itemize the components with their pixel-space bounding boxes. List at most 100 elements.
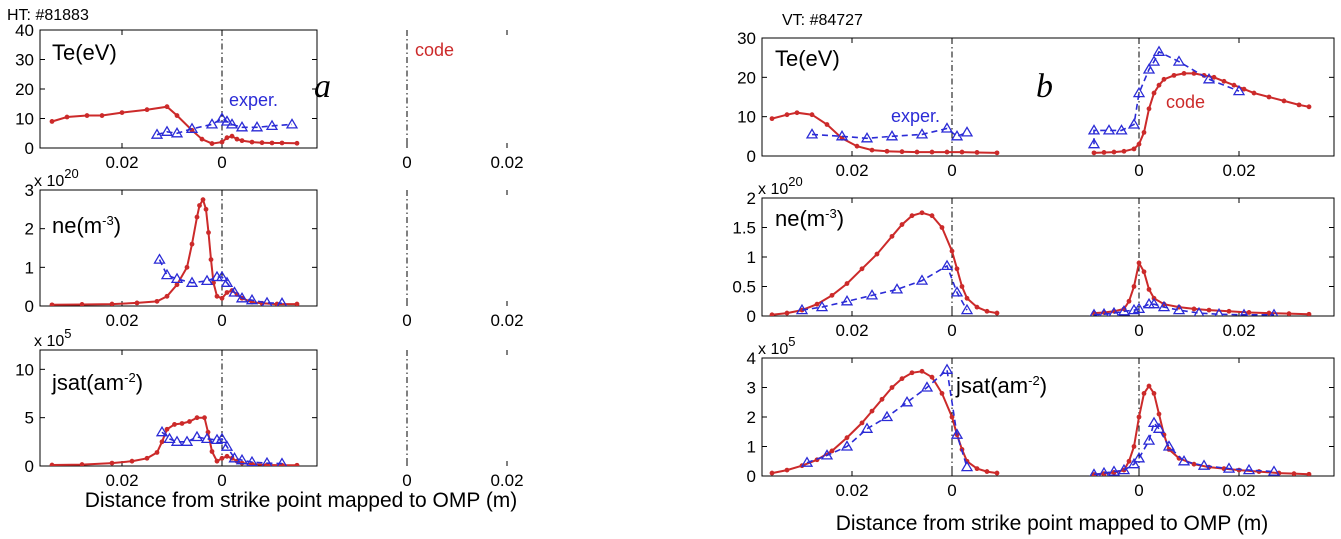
code-data-point (430, 230, 435, 235)
code-data-point (189, 241, 195, 247)
exper-series-line (360, 92, 460, 136)
exper-data-point (447, 125, 457, 134)
code-data-point (455, 140, 460, 145)
exper-data-point (1127, 118, 1141, 129)
exper-data-point (950, 130, 964, 141)
code-data-point (64, 114, 70, 120)
code-data-point (209, 141, 215, 146)
code-data-point (884, 148, 890, 154)
y-tick-label: 10 (15, 110, 34, 129)
code-data-point (435, 234, 440, 239)
exper-data-point (885, 130, 899, 141)
exper-data-point (400, 432, 410, 441)
exper-data-point (1232, 84, 1246, 96)
exper-data-point (385, 264, 395, 273)
code-data-point (814, 301, 820, 307)
code-data-point (974, 150, 980, 155)
code-data-point (919, 368, 925, 374)
code-data-point (944, 149, 950, 155)
code-data-point (1101, 150, 1107, 155)
exper-data-point (380, 272, 390, 281)
code-data-point (555, 461, 560, 466)
exper-data-point (1222, 462, 1236, 473)
code-data-point (202, 415, 207, 421)
code-data-point (234, 136, 240, 142)
exper-data-point (163, 432, 176, 444)
code-data-point (575, 141, 580, 146)
code-data-point (187, 419, 192, 424)
code-data-point (402, 98, 407, 103)
exper-data-point (412, 282, 422, 291)
exper-data-point (215, 112, 229, 123)
code-series-line (51, 105, 298, 145)
exper-data-point (437, 286, 447, 295)
code-series-line (771, 111, 998, 154)
code-data-point (545, 460, 550, 465)
exper-series-line (811, 127, 968, 140)
code-data-point (495, 448, 500, 453)
code-data-point (200, 197, 206, 203)
exper-data-point (185, 122, 199, 133)
code-series-line (1093, 384, 1310, 476)
exper-data-point (960, 303, 974, 315)
exper-data-point (840, 440, 854, 451)
code-data-point (465, 253, 470, 258)
exper-data-point (860, 422, 874, 433)
code-data-point (794, 110, 800, 116)
code-data-point (889, 385, 895, 390)
exper-data-point (800, 456, 814, 467)
x-tick-label: 0 (947, 481, 956, 500)
code-data-point (435, 138, 440, 143)
x-tick-label: 0.02 (1222, 161, 1255, 180)
code-data-point (400, 458, 405, 463)
y-tick-label: 0 (25, 139, 34, 158)
code-data-point (144, 455, 150, 461)
exper-data-point (405, 429, 415, 438)
code-data-point (214, 458, 220, 464)
exper-data-point (432, 114, 442, 123)
exper-data-point (285, 118, 299, 129)
exper-data-point (950, 286, 964, 297)
x-tick-label: 0.02 (835, 481, 868, 500)
code-data-point (417, 215, 422, 220)
y-tick-label: 40 (15, 21, 34, 40)
exper-data-point (915, 274, 929, 285)
code-data-point (420, 219, 425, 224)
code-data-point (974, 304, 980, 310)
exper-data-point (950, 428, 964, 439)
exper-data-point (795, 303, 809, 315)
code-data-point (209, 449, 215, 454)
exper-data-point (355, 131, 365, 140)
code-data-point (412, 116, 417, 121)
exper-data-point (860, 132, 874, 143)
exper-data-point (200, 432, 214, 444)
y-tick-label: 1 (25, 258, 34, 277)
code-data-point (1191, 71, 1197, 76)
exper-series-line (801, 264, 968, 311)
code-data-point (964, 295, 970, 301)
exper-data-point (1132, 86, 1146, 98)
exper-data-point (940, 259, 954, 271)
exper-data-point (880, 410, 894, 422)
exper-data-point (1099, 307, 1109, 316)
code-data-point (219, 295, 225, 301)
code-data-point (1266, 310, 1272, 316)
code-data-point (294, 301, 300, 306)
code-data-point (79, 462, 85, 466)
code-data-point (575, 462, 580, 467)
exper-data-point (405, 280, 415, 289)
y-axis-label: Te(eV) (52, 40, 117, 65)
code-series-line (357, 360, 577, 466)
code-data-point (420, 128, 425, 133)
y-exponent: x 1020 (758, 174, 803, 198)
exper-data-point (225, 118, 239, 129)
code-data-point (1151, 90, 1157, 96)
code-data-point (1131, 146, 1137, 152)
code-data-point (1131, 444, 1137, 449)
code-data-point (387, 298, 392, 303)
code-data-point (525, 288, 530, 293)
x-tick-label: 0 (947, 161, 956, 180)
exper-data-point (1147, 416, 1161, 428)
x-tick-label: 0.02 (105, 471, 138, 490)
